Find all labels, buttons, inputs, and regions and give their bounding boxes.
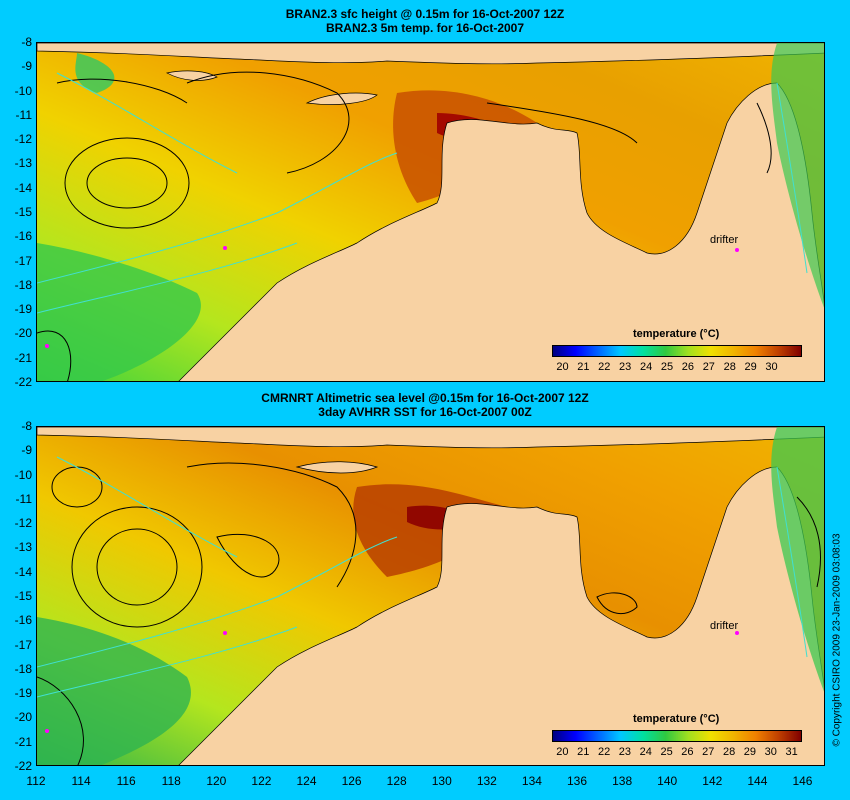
top-drifter-label: drifter <box>710 234 739 246</box>
bottom-cool-water-patch <box>37 617 191 765</box>
bottom-lat-label: -19 <box>14 686 32 701</box>
top-lat-label: -15 <box>14 205 32 219</box>
lon-label: 142 <box>702 774 723 788</box>
top-colorbar-tick: 20 <box>556 361 569 373</box>
bottom-colorbar-tick: 23 <box>618 746 632 758</box>
lon-label: 126 <box>341 774 362 788</box>
bottom-colorbar-tick: 27 <box>702 746 715 758</box>
bottom-title-line2: 3day AVHRR SST for 16-Oct-2007 00Z <box>318 405 532 419</box>
bottom-colorbar-tick: 29 <box>743 746 757 758</box>
lon-label: 116 <box>116 774 136 788</box>
top-sea-level-contours <box>37 71 772 381</box>
bottom-lat-label: -9 <box>21 443 32 458</box>
top-colorbar-tick: 22 <box>598 361 611 373</box>
lon-label: 136 <box>567 774 588 788</box>
top-colorbar-tick: 21 <box>577 361 590 373</box>
lon-label: 132 <box>476 774 497 788</box>
copyright-text: © Copyright CSIRO 2009 23-Jan-2009 03:08… <box>831 533 843 747</box>
bottom-colorbar-tick: 20 <box>556 746 569 758</box>
top-title-line2: BRAN2.3 5m temp. for 16-Oct-2007 <box>325 21 525 35</box>
bottom-lat-label: -10 <box>14 467 32 482</box>
top-colorbar-tick: 23 <box>619 361 632 373</box>
bottom-lat-label: -18 <box>14 661 32 676</box>
top-bathymetry-lines <box>37 72 808 314</box>
top-lat-label: -21 <box>14 350 32 365</box>
lon-label: 112 <box>26 774 46 788</box>
top-colorbar-tick: 27 <box>702 361 715 373</box>
copyright-notice: © Copyright CSIRO 2009 23-Jan-2009 03:08… <box>826 520 848 760</box>
bottom-colorbar-tick: 21 <box>577 746 590 758</box>
top-lat-label: -11 <box>15 107 32 122</box>
top-colorbar-tick: 24 <box>639 361 653 373</box>
lon-label: 124 <box>296 774 317 788</box>
bottom-title-line1: CMRNRT Altimetric sea level @0.15m for 1… <box>261 391 589 405</box>
top-colorbar-tick: 25 <box>660 361 674 373</box>
top-lat-label: -16 <box>14 229 32 244</box>
top-drifter-track-east <box>735 248 739 252</box>
bottom-east-warm-shelf <box>771 427 824 692</box>
lon-label: 122 <box>251 774 272 788</box>
bottom-colorbar-tick: 26 <box>681 746 694 758</box>
lon-label: 134 <box>521 774 542 788</box>
top-lat-label: -8 <box>21 35 32 49</box>
top-colorbar <box>552 345 802 357</box>
bottom-indonesia-islands <box>37 427 824 449</box>
top-lat-label: -13 <box>14 156 32 171</box>
lon-label: 128 <box>386 774 407 788</box>
lon-label: 118 <box>161 774 181 788</box>
bottom-colorbar-tick: 22 <box>597 746 611 758</box>
bottom-colorbar-tick: 28 <box>722 746 736 758</box>
top-title-line1: BRAN2.3 sfc height @ 0.15m for 16-Oct-20… <box>285 7 565 21</box>
top-lat-label: -10 <box>14 83 32 98</box>
top-lat-label: -20 <box>14 326 32 341</box>
lon-label: 138 <box>612 774 633 788</box>
top-lat-label: -22 <box>14 375 32 389</box>
bottom-sea-level-contours <box>37 462 821 765</box>
top-lat-label: -14 <box>14 180 32 195</box>
bottom-colorbar-tick: 31 <box>785 746 798 758</box>
top-colorbar-tick: 26 <box>681 361 695 373</box>
top-east-warm-shelf <box>771 43 824 308</box>
bottom-colorbar-tick: 30 <box>764 746 777 758</box>
bottom-lat-label: -20 <box>14 710 32 725</box>
top-lat-label: -18 <box>14 277 32 292</box>
bottom-lat-label: -15 <box>14 589 32 603</box>
bottom-lat-label: -14 <box>14 564 32 579</box>
bottom-colorbar-title: temperature (°C) <box>633 713 720 725</box>
top-colorbar-tick: 28 <box>723 361 736 373</box>
top-colorbar-tick: 30 <box>765 361 778 373</box>
lon-label: 144 <box>747 774 768 788</box>
top-cool-water-patch <box>37 243 201 381</box>
bottom-colorbar <box>552 730 802 742</box>
top-lat-label: -12 <box>14 132 32 147</box>
bottom-colorbar-tick: 25 <box>660 746 673 758</box>
bottom-lat-label: -13 <box>14 540 32 555</box>
lon-label: 146 <box>792 774 813 788</box>
bottom-drifter-track-east <box>735 631 739 635</box>
bottom-lat-label: -22 <box>14 759 32 773</box>
lon-label: 140 <box>657 774 678 788</box>
bottom-drifter-track-west <box>223 631 227 635</box>
bottom-map-panel <box>36 426 825 766</box>
lon-label: 120 <box>206 774 227 788</box>
top-lat-label: -17 <box>14 253 32 268</box>
top-colorbar-title: temperature (°C) <box>633 328 720 340</box>
bottom-bathymetry-lines <box>37 456 808 698</box>
bottom-colorbar-tick: 24 <box>639 746 652 758</box>
top-lat-label: -19 <box>14 302 32 317</box>
top-lat-label: -9 <box>21 59 32 74</box>
bottom-lat-label: -12 <box>14 516 32 531</box>
lon-label: 114 <box>71 774 91 788</box>
bottom-lat-label: -17 <box>14 637 32 652</box>
bottom-drifter-label: drifter <box>710 620 739 632</box>
top-map-panel <box>36 42 825 382</box>
lon-label: 130 <box>431 774 452 788</box>
bottom-lat-label: -11 <box>15 491 32 506</box>
top-indonesia-islands <box>37 43 824 65</box>
top-drifter-track-west <box>223 246 227 250</box>
bottom-lat-label: -21 <box>14 734 32 749</box>
bottom-lat-label: -16 <box>14 613 32 628</box>
top-colorbar-tick: 29 <box>744 361 757 373</box>
bottom-lat-label: -8 <box>21 419 32 433</box>
